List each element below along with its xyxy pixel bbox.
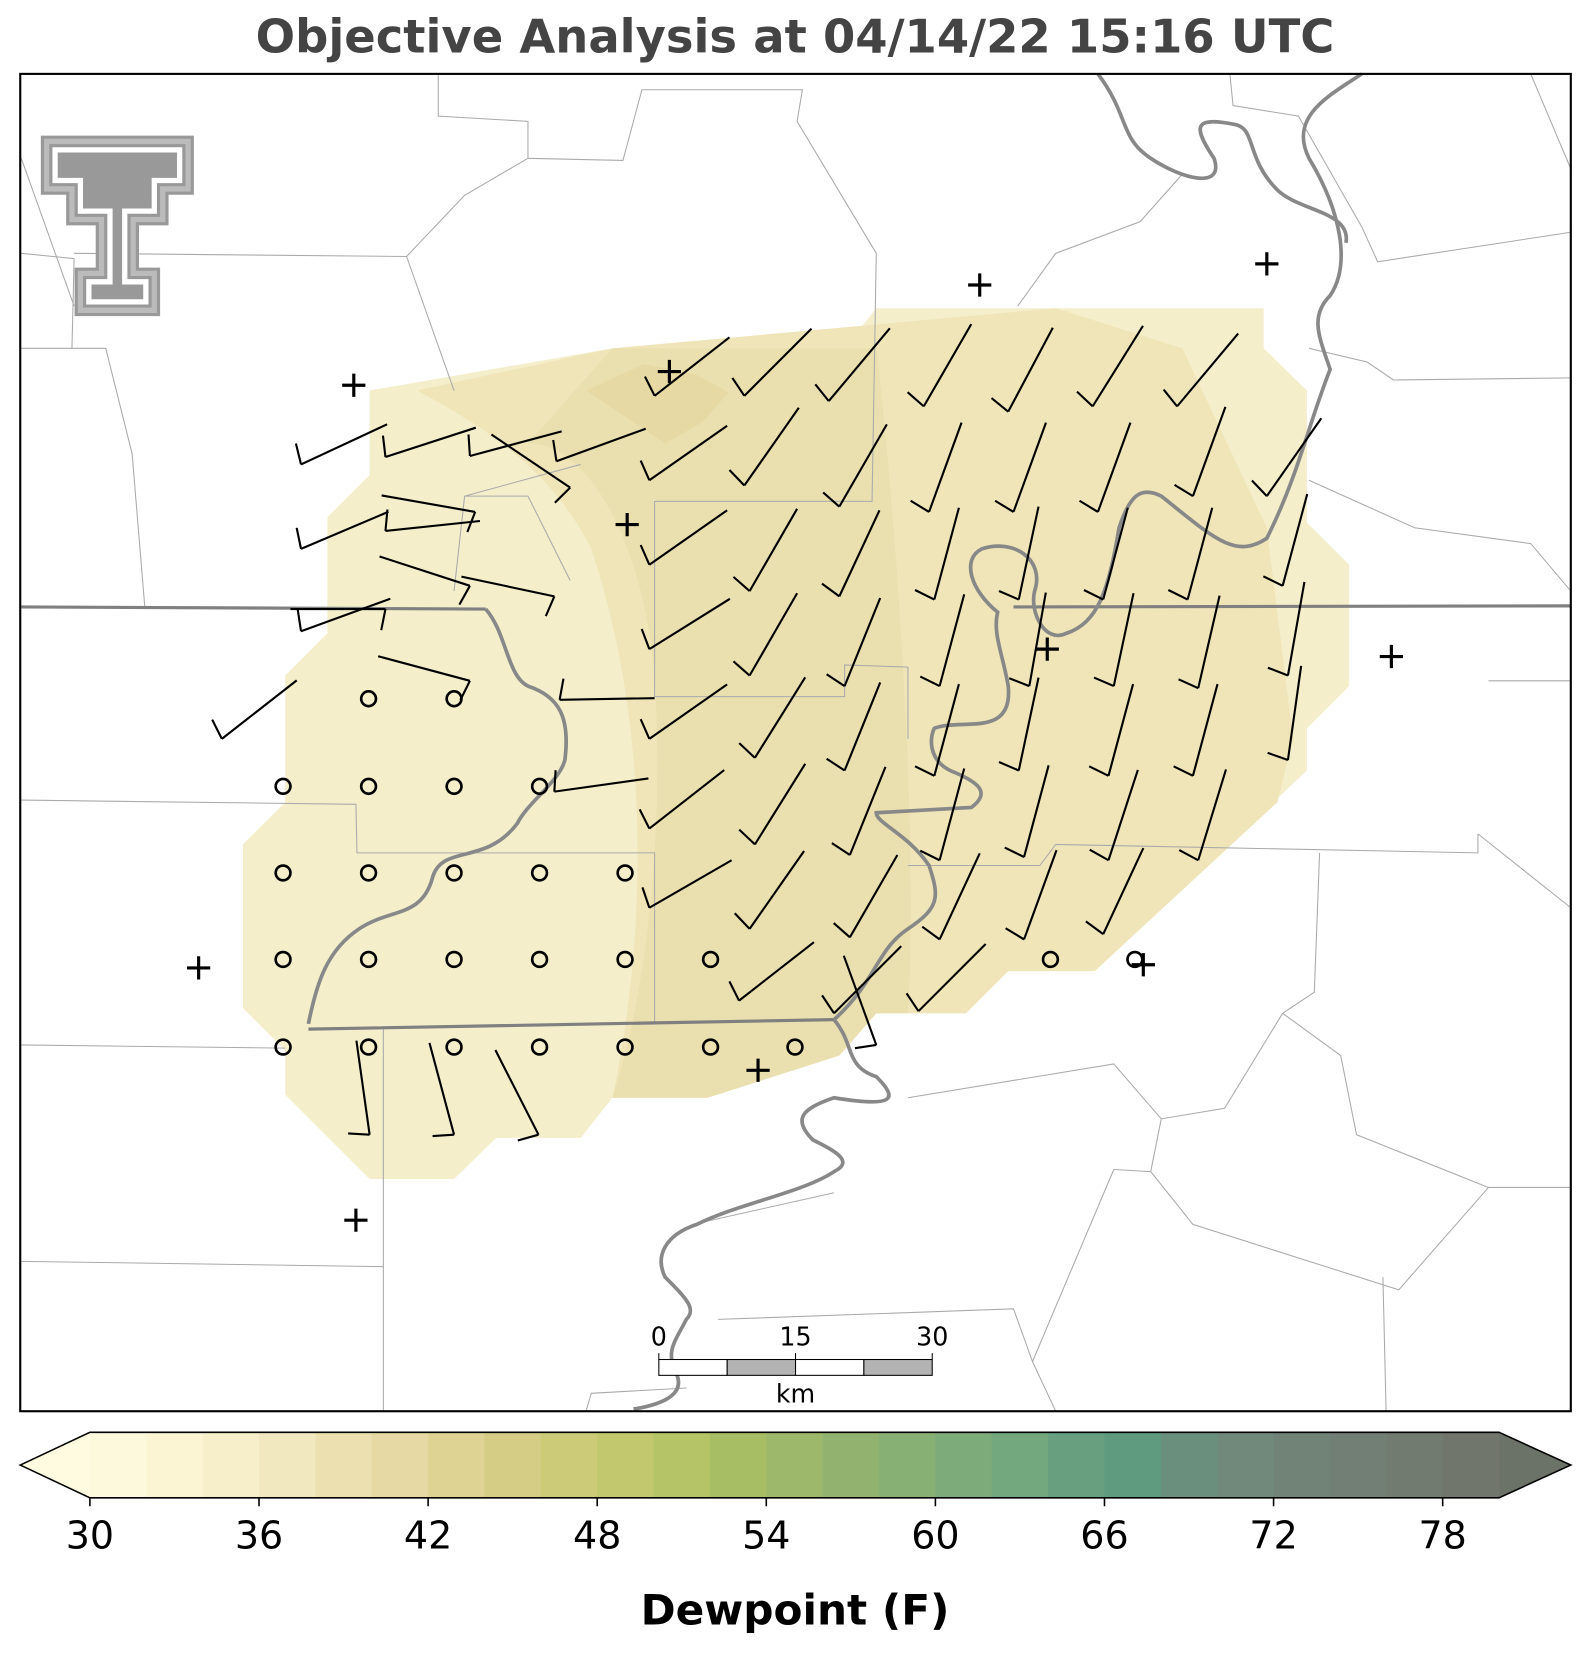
state-line — [21, 604, 1571, 1031]
river — [306, 72, 1363, 1411]
calm-stations — [274, 690, 1144, 1056]
map-frame — [19, 72, 1572, 1413]
colorbar-segment — [1160, 1432, 1218, 1498]
scale-bar-segment — [658, 1358, 728, 1376]
colorbar-segment — [1217, 1432, 1275, 1498]
colorbar-segment — [1386, 1432, 1444, 1498]
dewpoint-patch — [586, 364, 729, 444]
scale-bar-segment — [863, 1358, 933, 1376]
scale-bar-unit: km — [776, 1378, 815, 1408]
colorbar-segment — [540, 1432, 598, 1498]
colorbar-segment — [484, 1432, 542, 1498]
colorbar-segment — [428, 1432, 485, 1498]
colorbar-tick-label: 48 — [573, 1513, 621, 1557]
colorbar-segment — [371, 1432, 429, 1498]
colorbar-segment — [259, 1432, 316, 1498]
colorbar-tick-label: 30 — [66, 1513, 114, 1557]
colorbar-segment — [1048, 1432, 1106, 1498]
colorbar-segment — [709, 1432, 767, 1498]
colorbar-segment — [766, 1432, 824, 1498]
colorbar-tick-label: 66 — [1080, 1513, 1128, 1557]
colorbar-segment — [146, 1432, 204, 1498]
colorbar-segment — [991, 1432, 1049, 1498]
colorbar-segment — [653, 1432, 711, 1498]
colorbar-tick-label: 60 — [911, 1513, 959, 1557]
colorbar-label: Dewpoint (F) — [641, 1585, 950, 1634]
colorbar-segment — [1442, 1432, 1500, 1498]
colorbar-over — [1499, 1432, 1571, 1498]
counties — [20, 73, 1572, 1412]
colorbar-tick-label: 36 — [235, 1513, 283, 1557]
colorbar: 30 36 42 48 54 60 66 72 78 Dewpoint (F) — [18, 1431, 1573, 1634]
colorbar-tick-label: 54 — [742, 1513, 790, 1557]
colorbar-segment — [879, 1432, 936, 1498]
colorbar-segment — [202, 1432, 260, 1498]
colorbar-segment — [315, 1432, 373, 1498]
scale-bar-label: 30 — [916, 1321, 948, 1351]
colorbar-segment — [597, 1432, 655, 1498]
colorbar-under — [20, 1432, 90, 1498]
colorbar-segment — [822, 1432, 880, 1498]
scale-bar-segment — [726, 1358, 797, 1376]
colorbar-segment — [1329, 1432, 1387, 1498]
colorbar-tick-label: 72 — [1249, 1513, 1297, 1557]
title: Objective Analysis at 04/14/22 15:16 UTC — [256, 10, 1335, 64]
colorbar-tick-label: 42 — [404, 1513, 452, 1557]
scale-bar: 0 15 30 km — [651, 1321, 949, 1408]
colorbar-segment — [1104, 1432, 1162, 1498]
scale-bar-label: 15 — [779, 1321, 811, 1351]
dewpoint-core — [527, 348, 911, 1098]
scale-bar-label: 0 — [651, 1321, 667, 1351]
map — [19, 72, 1572, 1413]
scale-bar-segment — [794, 1358, 865, 1376]
colorbar-tick-label: 78 — [1418, 1513, 1466, 1557]
colorbar-segment — [89, 1432, 147, 1498]
colorbar-segment — [1273, 1432, 1331, 1498]
logo — [40, 135, 194, 317]
colorbar-segment — [935, 1432, 993, 1498]
